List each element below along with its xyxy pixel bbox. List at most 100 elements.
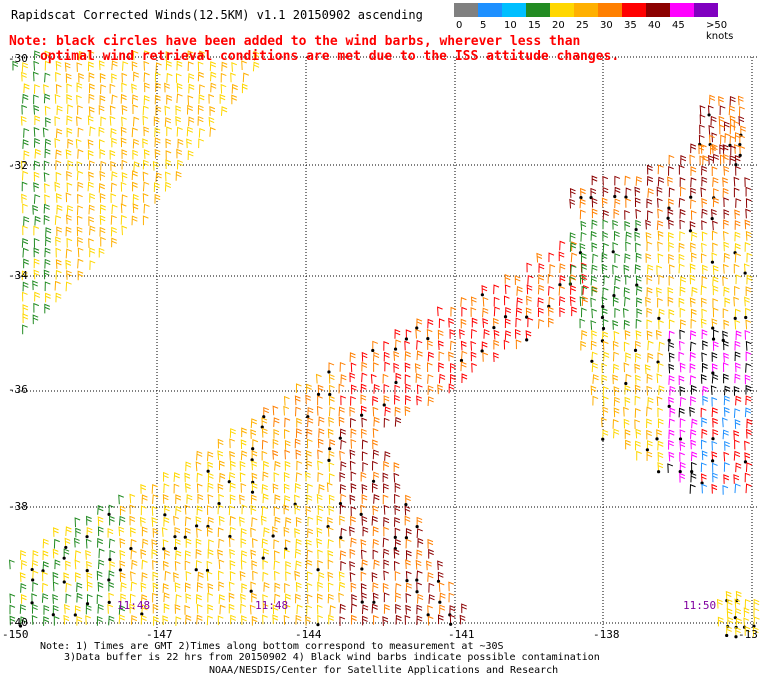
wind-barb [108, 549, 116, 562]
wind-barb [240, 593, 246, 604]
wind-barb [328, 462, 335, 472]
wind-barb [733, 120, 740, 131]
wind-barb [372, 449, 379, 460]
wind-barb [340, 461, 347, 471]
wind-barb [283, 471, 290, 482]
lon-label-141: -141 [448, 628, 475, 641]
wind-barb [427, 572, 434, 582]
wind-barb [78, 72, 84, 83]
wind-barbs-layer [9, 50, 760, 639]
wind-barb [448, 605, 456, 617]
wind-barb [185, 461, 192, 472]
wind-barb [55, 71, 61, 82]
wind-barb [645, 296, 651, 307]
wind-barb [65, 73, 72, 83]
wind-barb [591, 242, 598, 253]
wind-barb [711, 428, 719, 441]
wind-barb [240, 603, 247, 614]
wind-barb [294, 438, 301, 449]
wind-barb [351, 594, 357, 604]
wind-barb [668, 429, 675, 440]
wind-barb [744, 472, 751, 483]
wind-barb [66, 237, 73, 248]
wind-barb [678, 461, 686, 474]
wind-barb [720, 134, 727, 145]
wind-barb [76, 582, 83, 592]
wind-barb [722, 276, 728, 286]
wind-barb [383, 351, 390, 362]
wind-barb [187, 150, 194, 160]
wind-barb [185, 593, 192, 603]
lat-label-38: -38 [8, 500, 28, 513]
wind-barb [153, 182, 160, 192]
wind-barb [130, 581, 137, 592]
wind-barb [184, 605, 191, 615]
wind-barb [107, 504, 115, 516]
wind-barb [55, 292, 62, 303]
wind-barb [393, 351, 400, 361]
wind-barb [680, 276, 687, 286]
wind-barb [32, 204, 39, 215]
wind-barb [274, 516, 281, 527]
wind-barb [273, 428, 280, 439]
wind-barb [656, 287, 662, 298]
wind-barb [722, 417, 728, 428]
wind-barb [65, 281, 72, 292]
wind-barb [306, 582, 313, 593]
wind-barb [602, 287, 609, 298]
wind-barb [723, 319, 730, 330]
wind-barb [219, 472, 226, 483]
wind-barb [590, 320, 597, 330]
wind-barb [96, 594, 103, 604]
wind-barb [614, 198, 621, 209]
wind-barb [122, 61, 129, 71]
wind-barb [690, 199, 697, 209]
wind-barb [723, 451, 730, 462]
wind-barb [602, 340, 609, 351]
wind-barb [55, 128, 63, 138]
wind-barb [98, 139, 105, 149]
wind-barb [251, 592, 257, 603]
wind-barb [20, 593, 27, 604]
wind-barb [220, 106, 228, 116]
wind-barb [89, 260, 96, 270]
wind-barb [273, 417, 280, 428]
wind-barb [614, 275, 621, 286]
wind-barb [707, 105, 714, 117]
wind-barb [56, 226, 62, 237]
wind-barb [306, 539, 312, 550]
wind-barb [33, 269, 40, 280]
wind-barb [480, 285, 488, 297]
wind-barb [602, 406, 609, 417]
wind-barb [197, 61, 204, 72]
wind-barb [634, 197, 641, 208]
wind-barb [110, 226, 117, 237]
wind-barb [733, 607, 742, 620]
wind-barb [668, 241, 674, 252]
wind-barb [569, 198, 576, 209]
wind-barb [130, 527, 136, 537]
wind-barb [165, 60, 172, 71]
wind-barb [55, 149, 62, 160]
wind-barb [151, 484, 158, 494]
wind-barb [229, 460, 236, 471]
wind-barb [316, 405, 323, 416]
wind-barb [208, 539, 214, 549]
wind-barb [175, 171, 182, 181]
wind-barb [88, 106, 95, 117]
wind-barb [657, 440, 664, 451]
wind-barb [658, 385, 665, 396]
wind-barb [393, 516, 400, 527]
wind-barb [745, 230, 752, 241]
wind-barb [711, 230, 718, 241]
wind-barb [295, 383, 302, 394]
wind-barb [110, 127, 117, 138]
wind-barb [723, 197, 730, 208]
wind-barb [100, 160, 107, 171]
wind-barb [667, 176, 673, 187]
lon-label-138: -138 [593, 628, 620, 641]
wind-barb [712, 472, 718, 483]
wind-barb [66, 205, 74, 215]
wind-barb [666, 208, 674, 220]
wind-barb [274, 494, 281, 504]
